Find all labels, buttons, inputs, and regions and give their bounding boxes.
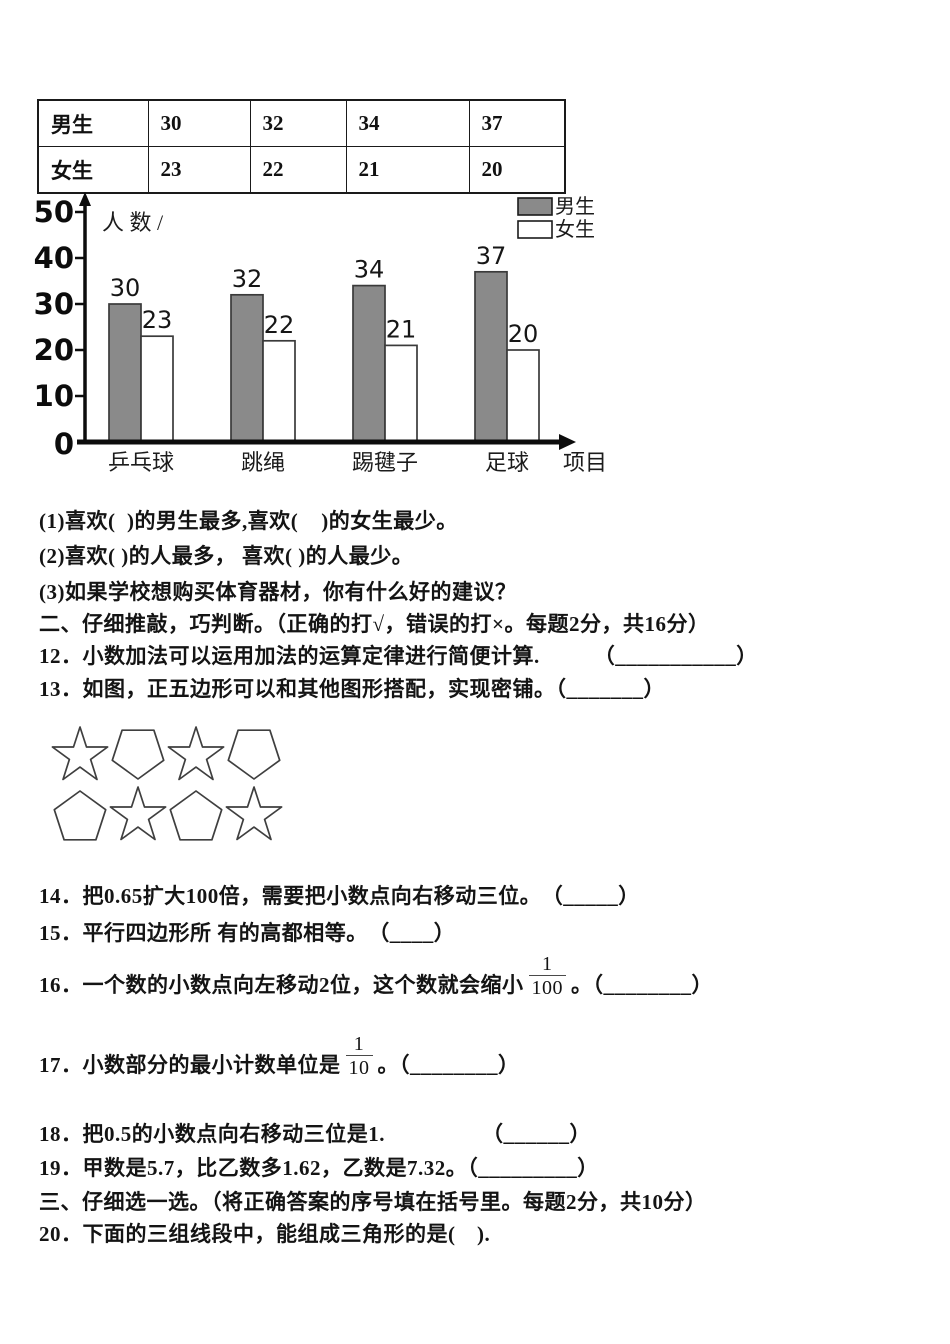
y-tick-40: 40 [34,241,74,275]
bar-value-label: 30 [110,274,141,302]
bar-女生-跳绳 [262,339,296,443]
value-cell: 21 [345,146,470,194]
y-tick-0: 0 [54,427,74,461]
tessellation-figure [51,726,283,841]
value-cell: 37 [468,99,566,147]
pentagon-shape [111,729,165,780]
question-17: 17．小数部分的最小计数单位是 1 10 。（________） [39,1033,520,1079]
fraction-1-10: 1 10 [345,1033,373,1079]
question-1: (1)喜欢( )的男生最多,喜欢( )的女生最少。 [39,509,458,533]
question-3: (3)如果学校想购买体育器材，你有什么好的建议？ [39,580,517,604]
question-17-blank: 。（________） [377,1053,520,1077]
bar-男生-足球 [474,270,508,443]
bar-value-label: 21 [386,315,417,343]
y-tick-labels: 50 40 30 20 10 0 [34,195,74,461]
star-shape [225,786,283,841]
value-cell: 22 [249,146,347,194]
bar-value-label: 20 [508,320,539,348]
question-16-text: 16．一个数的小数点向左移动2位，这个数就会缩小 [39,973,524,997]
question-20: 20．下面的三组线段中，能组成三角形的是( ). [39,1222,491,1246]
section-3-heading: 三、仔细选一选。（将正确答案的序号填在括号里。每题2分，共10分） [39,1190,707,1214]
legend-label-girls: 女生 [555,218,595,241]
fraction-denominator: 100 [528,975,566,999]
value-cell: 30 [147,99,251,147]
question-2: (2)喜欢( )的人最多， 喜欢( )的人最少。 [39,544,414,568]
star-shape [51,726,109,781]
pentagon-shape [227,729,281,780]
fraction-denominator: 10 [345,1055,373,1079]
star-shape [109,786,167,841]
question-18: 18．把0.5的小数点向右移动三位是1. （______） [39,1122,591,1146]
bar-女生-足球 [506,349,540,443]
category-labels: 乒乓球 跳绳 踢毽子 足球 [108,450,529,475]
row-label-cell: 女生 [37,146,149,194]
bar-男生-乒乓球 [108,303,142,443]
value-cell: 34 [345,99,470,147]
legend-label-boys: 男生 [555,195,595,218]
category-pingpong: 乒乓球 [108,450,174,475]
category-jumprope: 跳绳 [241,450,285,475]
bar-value-label: 34 [354,256,385,284]
x-axis-label: 项目 [563,450,607,475]
value-cell: 20 [468,146,566,194]
question-12: 12．小数加法可以运用加法的运算定律进行简便计算. （___________） [39,644,758,668]
question-19: 19．甲数是5.7，比乙数多1.62，乙数是7.32。（_________） [39,1156,599,1180]
table-row: 男生 30 32 34 37 [37,99,566,147]
question-16: 16．一个数的小数点向左移动2位，这个数就会缩小 1 100 。（________） [39,953,713,999]
bar-value-label: 23 [142,306,173,334]
axes [75,192,576,450]
category-soccer: 足球 [485,450,529,475]
question-17-text: 17．小数部分的最小计数单位是 [39,1053,341,1077]
bar-value-label: 22 [264,311,295,339]
legend-swatch-0 [517,197,553,216]
bar-value-label: 37 [476,242,507,270]
y-tick-50: 50 [34,195,74,229]
value-cell: 32 [249,99,347,147]
stats-table-body: 男生 30 32 34 37 女生 23 22 21 20 [37,99,566,194]
y-tick-30: 30 [34,287,74,321]
fraction-numerator: 1 [353,1033,365,1055]
bar-女生-乒乓球 [140,335,174,443]
table-row: 女生 23 22 21 20 [37,146,566,194]
fraction-numerator: 1 [542,953,553,975]
legend: 男生 女生 [517,195,595,241]
pentagon-shape [169,790,223,841]
section-2-heading: 二、仔细推敲，巧判断。（正确的打√，错误的打×。每题2分，共16分） [39,612,710,636]
fraction-1-100: 1 100 [528,953,566,999]
bar-男生-踢毽子 [352,284,386,443]
category-shuttlecock: 踢毽子 [352,450,418,475]
x-axis-arrow-icon [559,434,576,450]
pentagon-shape [53,790,107,841]
bar-value-label: 32 [232,265,263,293]
bar-男生-跳绳 [230,293,264,443]
legend-swatch-1 [517,220,553,239]
question-13: 13．如图，正五边形可以和其他图形搭配，实现密铺。（_______） [39,677,665,701]
y-axis-arrow-icon [79,192,91,206]
stats-table: 男生 30 32 34 37 女生 23 22 21 20 [37,99,566,194]
question-15: 15．平行四边形所 有的高都相等。 （____） [39,921,456,945]
y-axis-label: 人 数 / [102,210,164,235]
bars-layer: 30 32 34 37 23 22 21 20 [108,242,540,443]
question-14: 14．把0.65扩大100倍，需要把小数点向右移动三位。 （_____） [39,884,640,908]
y-tick-20: 20 [34,333,74,367]
row-label-cell: 男生 [37,99,149,147]
value-cell: 23 [147,146,251,194]
question-16-blank: 。（________） [571,973,713,997]
star-shape [167,726,225,781]
bar-女生-踢毽子 [384,344,418,443]
y-tick-10: 10 [34,379,74,413]
